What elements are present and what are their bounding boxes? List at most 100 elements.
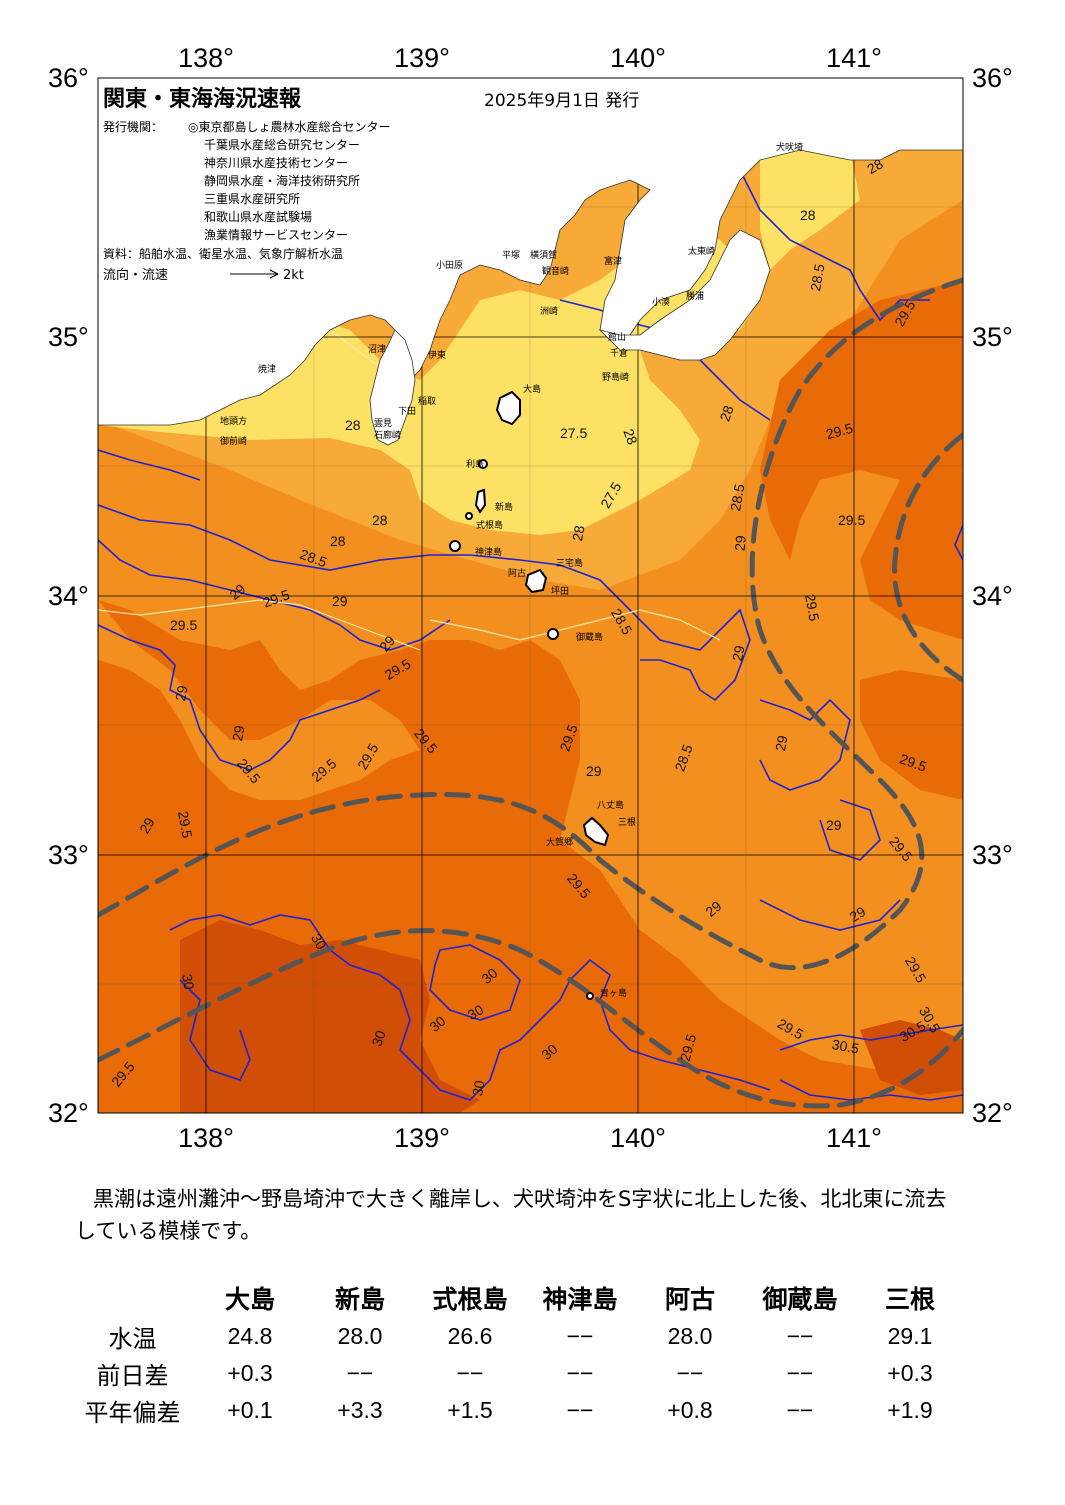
table-cell: −− <box>786 1397 814 1423</box>
place-label: 雲見 <box>374 418 392 429</box>
issuer: ◎東京都島しょ農林水産総合センター <box>188 119 390 134</box>
table-corner <box>70 1278 195 1318</box>
table-cell: +0.3 <box>227 1360 273 1386</box>
issuer: 神奈川県水産技術センター <box>204 155 348 170</box>
isotherm-label: 28.5 <box>727 482 748 512</box>
sst-band-29-inner <box>98 600 420 800</box>
table-cell: −− <box>786 1360 814 1386</box>
place-label: 焼津 <box>258 364 276 375</box>
table-row: 水温 24.8 28.0 26.6 −− 28.0 −− 29.1 <box>70 1318 965 1355</box>
station-header: 新島 <box>334 1285 385 1314</box>
isotherm-label: 29 <box>229 724 247 742</box>
table-cell: +0.8 <box>667 1397 713 1423</box>
island-niijima <box>474 488 487 514</box>
lon-label: 139° <box>394 43 450 73</box>
isotherm-label: 29 <box>172 684 190 702</box>
table-cell: −− <box>456 1360 484 1386</box>
lat-label: 36° <box>48 63 89 93</box>
place-label: 阿古 <box>508 567 526 579</box>
land-boso <box>598 229 771 361</box>
lat-label: 36° <box>972 63 1013 93</box>
issuer: 千葉県水産総合研究センター <box>204 137 360 152</box>
isotherm-label: 30 <box>465 1001 487 1023</box>
place-label: 神津島 <box>475 546 502 558</box>
place-label: 野島崎 <box>602 371 629 383</box>
table-cell: +0.3 <box>887 1360 933 1386</box>
place-label: 御前崎 <box>220 435 247 447</box>
table-cell: +0.1 <box>227 1397 273 1423</box>
isotherm-label: 29 <box>136 815 158 837</box>
place-label: 新島 <box>495 501 513 513</box>
lat-label: 33° <box>48 840 89 870</box>
sst-band-30-east2 <box>860 670 963 800</box>
longitude-labels-bottom: 138° 139° 140° 141° <box>178 1123 882 1153</box>
map-frame <box>97 77 964 1114</box>
issuer: 漁業情報サービスセンター <box>204 228 348 242</box>
lat-label: 32° <box>48 1098 89 1128</box>
table-cell: 24.8 <box>227 1323 273 1349</box>
place-label: 青ヶ島 <box>600 987 627 999</box>
lat-label: 33° <box>972 840 1013 870</box>
issuers-label: 発行機関： <box>103 119 163 134</box>
isotherm-label: 28 <box>569 524 587 542</box>
table-row: 平年偏差 +0.1 +3.3 +1.5 −− +0.8 −− +1.9 <box>70 1392 965 1429</box>
isotherm-label: 29 <box>332 593 348 609</box>
flow-legend-label: 流向・流速 <box>103 267 168 283</box>
isotherm-label: 28 <box>864 155 886 177</box>
place-label: 横須賀 <box>530 249 557 261</box>
row-label: 前日差 <box>96 1362 169 1390</box>
place-label: 館山 <box>608 331 626 343</box>
latitude-labels-left: 36° 35° 34° 33° 32° <box>48 63 89 1128</box>
island-aogashima <box>586 992 594 1000</box>
place-label: 平塚 <box>502 250 520 261</box>
lat-label: 34° <box>972 581 1013 611</box>
lat-label: 34° <box>48 581 89 611</box>
place-label: 地頭方 <box>220 415 247 427</box>
isotherm-label: 29 <box>732 535 749 552</box>
island-oshima <box>495 390 521 426</box>
table-header-row: 大島 新島 式根島 神津島 阿古 御蔵島 三根 <box>70 1278 965 1318</box>
place-label: 下田 <box>398 406 416 417</box>
place-label: 伊東 <box>428 349 446 361</box>
lat-label: 35° <box>48 322 89 352</box>
table-cell: −− <box>566 1323 594 1349</box>
observation-table: 大島 新島 式根島 神津島 阿古 御蔵島 三根 水温 24.8 28.0 26.… <box>70 1278 965 1429</box>
isotherm-label: 30 <box>368 1028 388 1048</box>
lon-label: 138° <box>178 1123 234 1153</box>
isotherm-label: 29.5 <box>175 810 196 840</box>
table-cell: −− <box>566 1360 594 1386</box>
latitude-labels-right: 36° 35° 34° 33° 32° <box>972 63 1013 1128</box>
place-label: 犬吠埼 <box>776 141 803 153</box>
lon-label: 140° <box>610 1123 666 1153</box>
kuroshio-axis <box>98 277 963 1109</box>
island-miyakejima <box>524 568 548 594</box>
isotherm-label: 29 <box>729 644 747 662</box>
place-label: 大賀郷 <box>546 836 573 848</box>
island-mikurajima <box>547 628 559 640</box>
place-label: 観音崎 <box>542 265 569 277</box>
flow-scale-arrowhead <box>269 269 279 279</box>
isotherm-label: 28 <box>716 403 736 423</box>
sst-band-27 <box>98 230 760 535</box>
table-cell: 26.6 <box>447 1323 493 1349</box>
place-label: 小田原 <box>436 260 463 271</box>
isotherm-label: 29.5 <box>838 512 865 528</box>
table-cell: +1.5 <box>447 1397 493 1423</box>
map-title: 関東・東海海況速報 <box>103 86 302 112</box>
isotherm-label: 29 <box>586 763 602 779</box>
station-header: 阿古 <box>664 1285 715 1314</box>
place-label: 式根島 <box>476 519 503 531</box>
issuer: 和歌山県水産試験場 <box>204 209 312 224</box>
row-label: 平年偏差 <box>84 1399 181 1427</box>
isotherm-label: 30 <box>469 1079 487 1097</box>
station-header: 神津島 <box>542 1285 618 1314</box>
land-honshu <box>98 78 963 426</box>
lon-label: 141° <box>826 43 882 73</box>
place-label: 御蔵島 <box>576 631 603 643</box>
table-row: 前日差 +0.3 −− −− −− −− −− +0.3 <box>70 1355 965 1392</box>
isotherm-label: 28 <box>800 207 816 223</box>
place-label: 小湊 <box>652 296 670 308</box>
table-cell: 29.1 <box>887 1323 933 1349</box>
island-hachijojima <box>582 816 610 847</box>
isotherm-label: 29 <box>847 903 869 925</box>
